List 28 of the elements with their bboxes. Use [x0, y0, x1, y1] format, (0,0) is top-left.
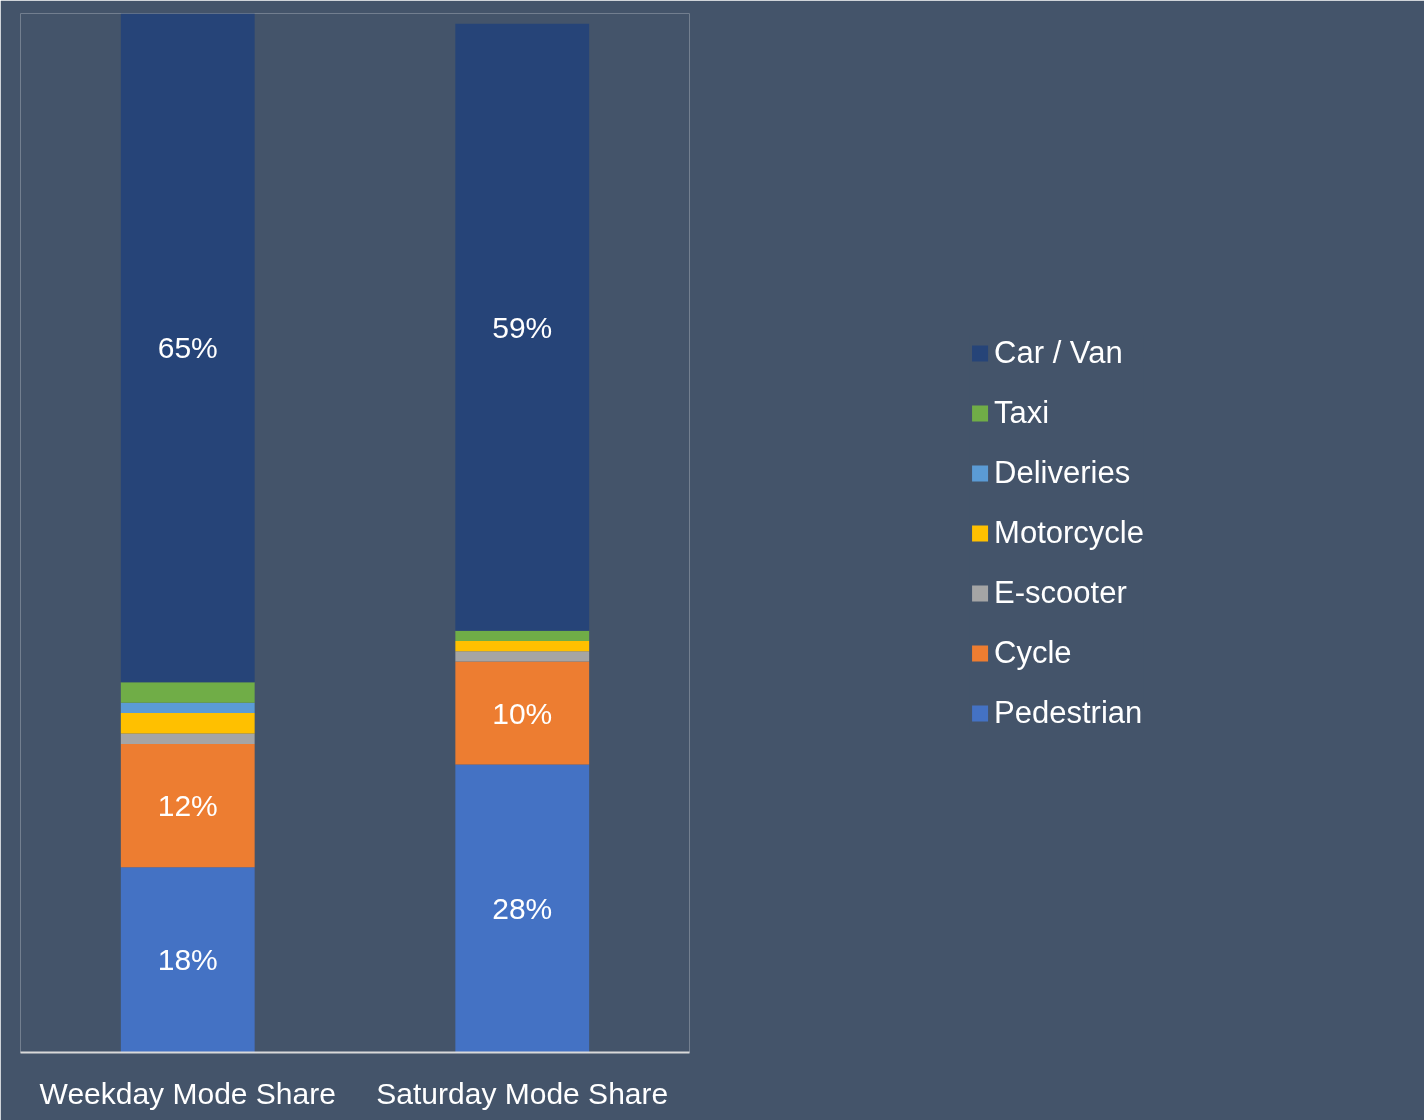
data-label: 10%: [492, 696, 553, 730]
bar: [455, 630, 590, 642]
x-tick-label: Weekday Mode Share: [39, 1076, 336, 1110]
bar: [120, 713, 255, 734]
legend-label: Deliveries: [994, 454, 1131, 491]
bar: [455, 764, 590, 1053]
legend-label: Cycle: [994, 634, 1072, 671]
legend-label: Car / Van: [994, 334, 1123, 371]
bar: [120, 867, 255, 1053]
data-label: 12%: [157, 789, 218, 823]
legend-label: Taxi: [994, 394, 1050, 431]
bar: [120, 702, 255, 714]
legend-label: E-scooter: [994, 574, 1127, 611]
bar: [120, 743, 255, 868]
bar: [120, 13, 255, 683]
bar: [120, 733, 255, 744]
data-label: 28%: [492, 891, 553, 925]
data-label: 65%: [157, 331, 218, 365]
bar: [455, 661, 590, 765]
bar: [455, 23, 590, 631]
x-tick-label: Saturday Mode Share: [376, 1076, 669, 1110]
data-label: 59%: [492, 310, 553, 344]
bar: [455, 651, 590, 662]
legend-label: Motorcycle: [994, 514, 1144, 551]
bar: [120, 682, 255, 703]
data-label: 18%: [157, 943, 218, 977]
bar: [455, 641, 590, 652]
legend-label: Pedestrian: [994, 694, 1143, 731]
